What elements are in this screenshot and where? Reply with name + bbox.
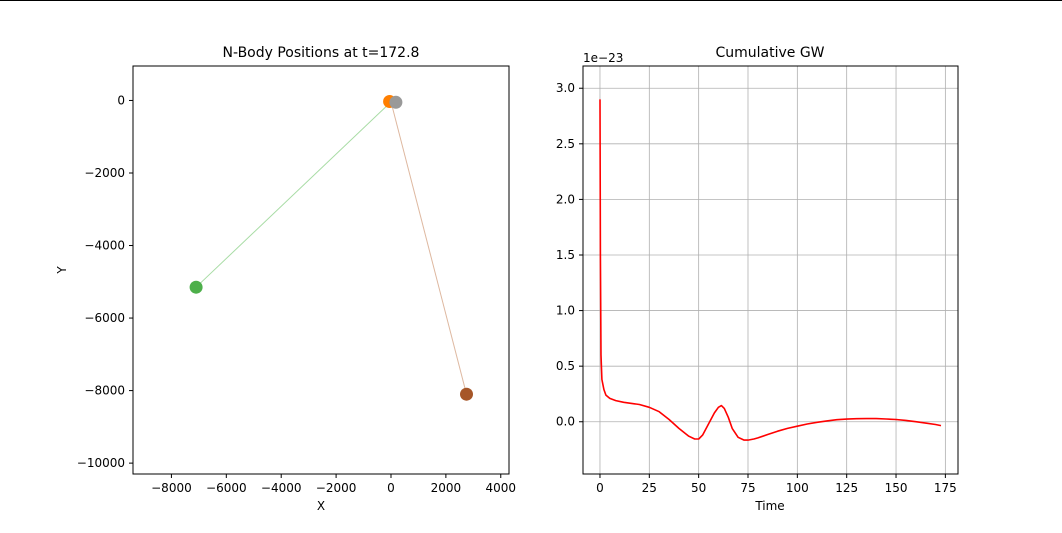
positions-x-label: X (317, 499, 325, 513)
y-tick-label: −2000 (84, 166, 125, 180)
gw-x-ticks: 0 25 50 75 100 125 150 175 (596, 474, 957, 495)
y-tick-label: −10000 (77, 456, 125, 470)
y-tick-label: −8000 (84, 384, 125, 398)
x-tick-label: 175 (934, 481, 957, 495)
x-tick-label: −8000 (151, 481, 192, 495)
x-tick-label: −2000 (316, 481, 357, 495)
y-tick-label: 1.5 (556, 248, 575, 262)
gw-offset-label: 1e−23 (583, 51, 623, 65)
gw-chart: Cumulative GW 1e−23 0 25 50 75 100 125 150 175 … (556, 45, 959, 513)
gw-series-line (599, 99, 942, 441)
x-tick-label: 50 (691, 481, 706, 495)
positions-chart-title: N-Body Positions at t=172.8 (223, 45, 420, 61)
x-tick-label: −4000 (261, 481, 302, 495)
y-tick-label: 2.0 (556, 192, 575, 206)
y-tick-label: 2.5 (556, 137, 575, 151)
x-tick-label: 25 (642, 481, 657, 495)
positions-bodies (189, 95, 473, 401)
gw-y-ticks: 0.0 0.5 1.0 1.5 2.0 2.5 3.0 (556, 81, 583, 429)
y-tick-label: 3.0 (556, 81, 575, 95)
x-tick-label: 4000 (485, 481, 516, 495)
positions-trails (195, 101, 467, 395)
positions-y-ticks: 0 −2000 −4000 −6000 −8000 −10000 (77, 93, 133, 470)
x-tick-label: 0 (596, 481, 604, 495)
positions-x-ticks: −8000 −6000 −4000 −2000 0 2000 4000 (151, 474, 516, 495)
x-tick-label: 150 (885, 481, 908, 495)
body-point (460, 387, 473, 401)
x-tick-label: 75 (740, 481, 755, 495)
y-tick-label: −4000 (84, 239, 125, 253)
x-tick-label: 100 (786, 481, 809, 495)
positions-chart: N-Body Positions at t=172.8 −8000 −6000 −4… (55, 45, 516, 513)
body-point (389, 95, 403, 109)
y-tick-label: 0.5 (556, 359, 575, 373)
gw-series (599, 99, 942, 441)
gw-grid (583, 66, 958, 474)
y-tick-label: 0.0 (556, 415, 575, 429)
x-tick-label: −6000 (206, 481, 247, 495)
y-tick-label: 0 (117, 93, 125, 107)
body-point (189, 280, 203, 294)
gw-chart-title: Cumulative GW (715, 45, 824, 61)
gw-x-label: Time (754, 499, 784, 513)
figure-top-border (0, 0, 1062, 1)
trail-line (390, 101, 467, 395)
x-tick-label: 125 (835, 481, 858, 495)
positions-axes-frame (132, 65, 510, 475)
x-tick-label: 0 (387, 481, 395, 495)
y-tick-label: −6000 (84, 311, 125, 325)
trail-line (195, 101, 392, 288)
positions-y-label: Y (55, 266, 69, 275)
gw-axes-frame (582, 65, 959, 475)
y-tick-label: 1.0 (556, 304, 575, 318)
x-tick-label: 2000 (431, 481, 462, 495)
